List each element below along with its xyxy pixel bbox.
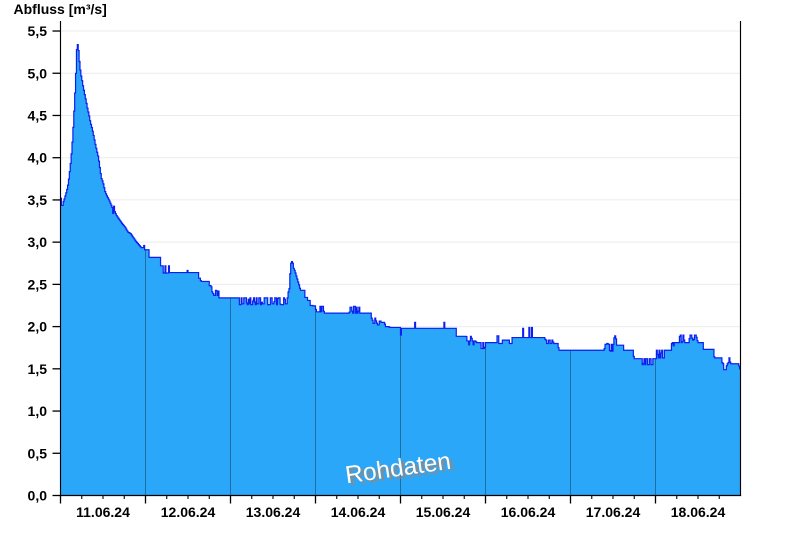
svg-text:11.06.24: 11.06.24: [76, 504, 130, 520]
svg-text:5,0: 5,0: [28, 65, 48, 81]
svg-text:0,5: 0,5: [28, 445, 48, 461]
svg-text:2,0: 2,0: [28, 319, 48, 335]
svg-text:2,5: 2,5: [28, 276, 48, 292]
svg-text:5,5: 5,5: [28, 23, 48, 39]
svg-text:13.06.24: 13.06.24: [246, 504, 301, 520]
svg-text:4,5: 4,5: [28, 107, 48, 123]
svg-text:Abfluss [m³/s]: Abfluss [m³/s]: [14, 1, 107, 17]
svg-text:4,0: 4,0: [28, 150, 48, 166]
svg-text:0,0: 0,0: [28, 488, 48, 504]
svg-text:17.06.24: 17.06.24: [586, 504, 641, 520]
svg-text:3,5: 3,5: [28, 192, 48, 208]
svg-text:1,0: 1,0: [28, 403, 48, 419]
svg-text:3,0: 3,0: [28, 234, 48, 250]
svg-text:14.06.24: 14.06.24: [331, 504, 386, 520]
svg-text:15.06.24: 15.06.24: [416, 504, 471, 520]
svg-text:16.06.24: 16.06.24: [501, 504, 556, 520]
svg-text:12.06.24: 12.06.24: [161, 504, 216, 520]
svg-text:1,5: 1,5: [28, 361, 48, 377]
svg-text:18.06.24: 18.06.24: [671, 504, 726, 520]
